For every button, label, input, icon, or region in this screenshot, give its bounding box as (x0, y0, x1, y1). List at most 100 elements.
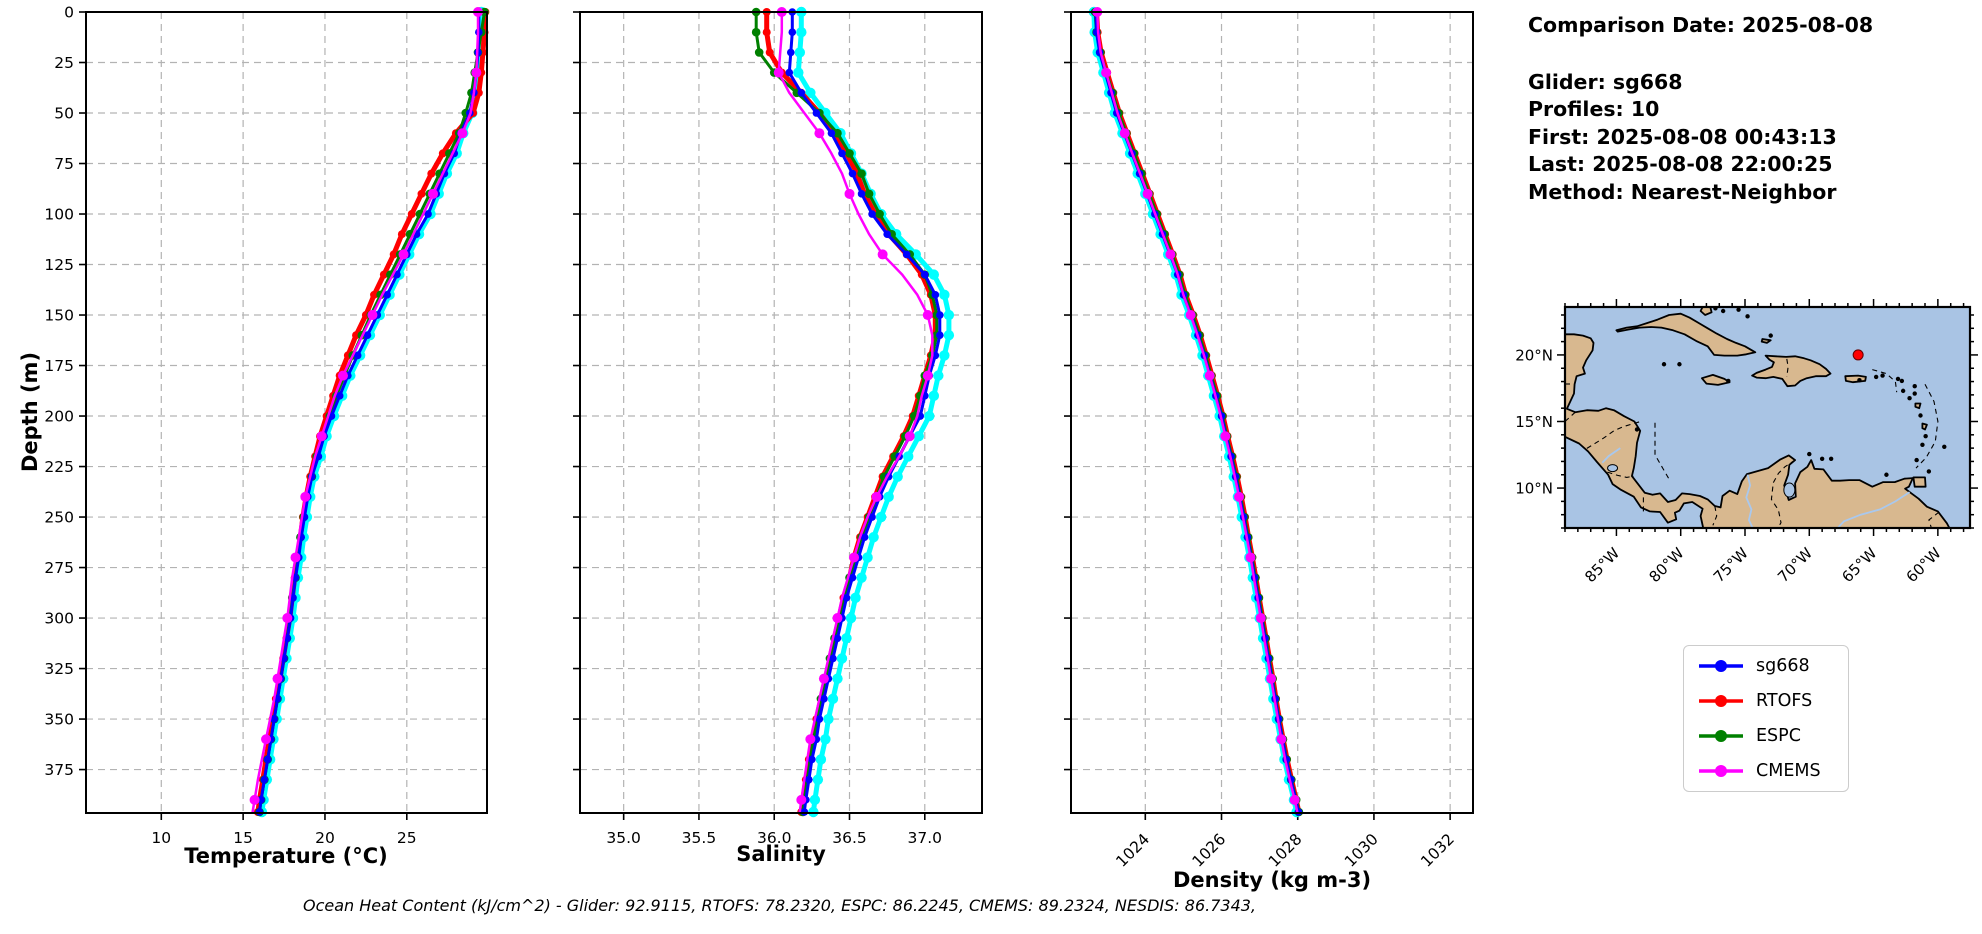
country-borders (1564, 358, 1940, 529)
glider-position-marker (1852, 349, 1864, 361)
svg-text:65°W: 65°W (1838, 544, 1880, 586)
svg-text:175: 175 (44, 357, 74, 375)
svg-text:1030: 1030 (1341, 830, 1382, 871)
svg-text:1032: 1032 (1417, 830, 1458, 871)
svg-text:20°N: 20°N (1515, 346, 1553, 364)
comparison-date-text: Comparison Date: 2025-08-08 (1528, 13, 1874, 37)
svg-text:200: 200 (44, 408, 74, 426)
depth-axis-label: Depth (m) (18, 351, 42, 473)
svg-text:25: 25 (54, 54, 74, 72)
svg-text:70°W: 70°W (1774, 544, 1816, 586)
svg-text:325: 325 (44, 660, 74, 678)
lake-nicaragua (1607, 464, 1619, 473)
svg-text:36.0: 36.0 (757, 829, 792, 847)
legend-line-sample (1699, 730, 1743, 743)
density-axis-label: Density (kg m-3) (1172, 868, 1372, 892)
legend-line-sample (1699, 765, 1743, 778)
svg-text:100: 100 (44, 206, 74, 224)
profiles-count-text: Profiles: 10 (1528, 97, 1660, 121)
svg-text:35.5: 35.5 (682, 829, 717, 847)
svg-text:250: 250 (44, 509, 74, 527)
svg-text:50: 50 (54, 105, 74, 123)
series-legend: sg668 RTOFS ESPC CMEMS (1683, 645, 1849, 792)
series-CMEMS (773, 7, 934, 814)
svg-text:20: 20 (315, 829, 335, 847)
legend-line-sample (1699, 694, 1743, 707)
axis-ticks (79, 11, 408, 820)
svg-text:225: 225 (44, 458, 74, 476)
svg-text:35.0: 35.0 (606, 829, 641, 847)
svg-text:15: 15 (233, 829, 253, 847)
salinity-axis-label: Salinity (736, 842, 826, 866)
series-NESDIS (1088, 6, 1302, 818)
glider-name-text: Glider: sg668 (1528, 69, 1683, 94)
series-sg668 (785, 8, 944, 816)
svg-text:350: 350 (44, 711, 74, 729)
map-ticks (1557, 299, 1978, 536)
salinity-profile-chart: 35.0 35.5 36.0 36.5 37.0 (573, 6, 983, 847)
method-text: Method: Nearest-Neighbor (1528, 179, 1837, 204)
legend-label: CMEMS (1756, 761, 1821, 782)
svg-text:1026: 1026 (1189, 830, 1230, 871)
svg-text:25: 25 (397, 829, 417, 847)
series-sg668 (255, 8, 483, 816)
tick-labels: 1024 1026 1028 1030 1032 (1113, 830, 1458, 871)
temperature-axis-label: Temperature (°C) (184, 844, 388, 868)
legend-entry-sg668: sg668 (1684, 656, 1848, 676)
series-NESDIS (256, 6, 487, 818)
legend-entry-RTOFS: RTOFS (1684, 691, 1848, 711)
legend-entry-CMEMS: CMEMS (1684, 761, 1848, 781)
density-profile-chart: 1024 1026 1028 1030 1032 (1064, 6, 1474, 871)
gridlines (86, 11, 487, 813)
legend-line-sample (1699, 659, 1743, 672)
axis-ticks (573, 11, 926, 820)
svg-text:36.5: 36.5 (832, 829, 867, 847)
legend-label: RTOFS (1756, 690, 1813, 711)
svg-text:80°W: 80°W (1646, 544, 1688, 586)
series-CMEMS (249, 7, 483, 814)
plot-frame (1070, 11, 1474, 814)
legend-label: sg668 (1756, 655, 1810, 676)
info-spacer (1528, 40, 1873, 69)
tick-labels: 10 15 20 2502550751001251501752002252502753… (44, 4, 416, 848)
svg-text:85°W: 85°W (1581, 544, 1623, 586)
svg-text:10: 10 (151, 829, 171, 847)
plot-frame (85, 11, 488, 814)
salinity-profile-chart: 35.0 35.5 36.0 36.5 37.0 (573, 6, 983, 847)
svg-text:1028: 1028 (1265, 830, 1306, 871)
svg-text:60°W: 60°W (1903, 544, 1945, 586)
ohc-caption: Ocean Heat Content (kJ/cm^2) - Glider: 9… (302, 896, 1257, 915)
tick-labels: 35.0 35.5 36.0 36.5 37.0 (606, 829, 942, 847)
svg-text:10°N: 10°N (1515, 480, 1553, 498)
density-profile-chart: 1024 1026 1028 1030 1032 (1064, 6, 1474, 871)
lake-maracaibo (1783, 482, 1796, 498)
series-CMEMS (1092, 7, 1300, 814)
land-masses (1564, 306, 1951, 529)
rivers (1601, 447, 1911, 529)
svg-text:275: 275 (44, 559, 74, 577)
svg-text:150: 150 (44, 307, 74, 325)
svg-text:375: 375 (44, 761, 74, 779)
svg-text:0: 0 (64, 4, 74, 22)
svg-text:37.0: 37.0 (908, 829, 943, 847)
svg-text:300: 300 (44, 610, 74, 628)
map-svg: 20°N 15°N 10°N 85°W 80°W 75°W 70°W 65°W 60°W (1515, 299, 1978, 586)
last-profile-time-text: Last: 2025-08-08 22:00:25 (1528, 152, 1833, 176)
series-ESPC (255, 7, 489, 817)
first-profile-time-text: First: 2025-08-08 00:43:13 (1528, 124, 1837, 149)
svg-text:75°W: 75°W (1710, 544, 1752, 586)
svg-text:1024: 1024 (1113, 830, 1154, 871)
svg-text:15°N: 15°N (1515, 413, 1553, 431)
svg-text:75: 75 (54, 155, 74, 173)
plot-frame (579, 11, 983, 814)
legend-entry-ESPC: ESPC (1684, 726, 1848, 746)
map-frame (1563, 305, 1972, 530)
legend-label: ESPC (1756, 726, 1801, 747)
series-RTOFS (253, 8, 490, 816)
small-islands (1634, 306, 1947, 477)
svg-text:125: 125 (44, 256, 74, 274)
caribbean-location-map: 20°N 15°N 10°N 85°W 80°W 75°W 70°W 65°W 60°W (1515, 299, 1978, 586)
